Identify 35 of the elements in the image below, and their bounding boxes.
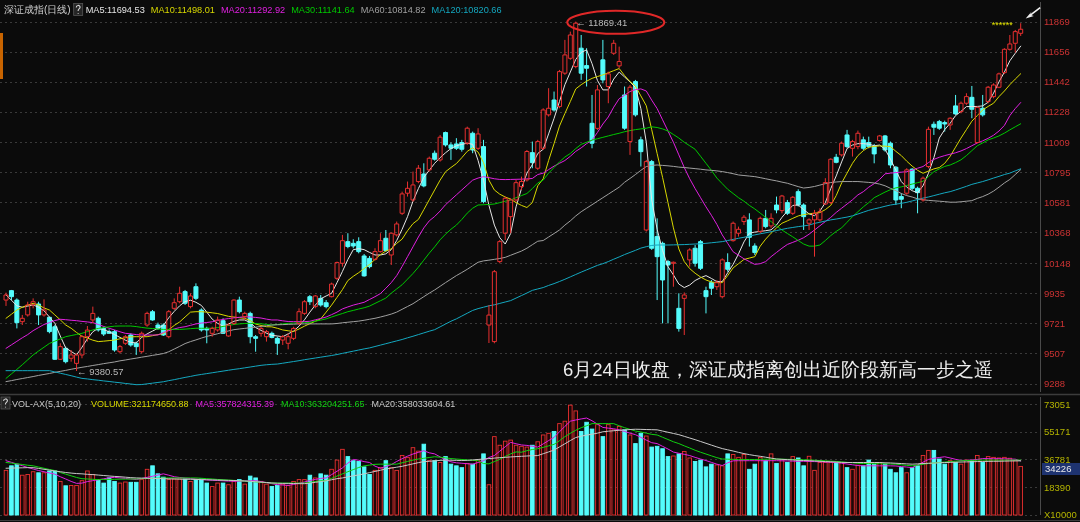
y-tick-label: 11442 bbox=[1044, 76, 1070, 87]
y-tick-label: 9935 bbox=[1044, 287, 1066, 299]
y-tick-label: 55171 bbox=[1044, 425, 1071, 437]
y-tick-label: 9721 bbox=[1044, 317, 1066, 329]
y-tick-label: 10368 bbox=[1044, 226, 1071, 238]
y-tick-label: 73051 bbox=[1044, 398, 1071, 410]
y-tick-label: 10581 bbox=[1044, 196, 1071, 208]
text: MA10:11498.01 bbox=[150, 5, 215, 15]
y-tick-label: 10795 bbox=[1044, 166, 1071, 178]
y-tick-label: 36781 bbox=[1044, 453, 1071, 465]
y-tick-label: 11009 bbox=[1044, 136, 1070, 148]
y-tick-label: 10148 bbox=[1044, 257, 1071, 269]
annotation: VOLUME:321174650.88 bbox=[91, 398, 189, 409]
y-tick-label: 9288 bbox=[1044, 378, 1066, 390]
text: MA30:11141.64 bbox=[291, 5, 355, 15]
text: MA120:10820.66 bbox=[431, 5, 502, 15]
text: MA60:10814.82 bbox=[360, 5, 426, 15]
chart-title: 深证成指(日线) bbox=[4, 4, 71, 15]
annotation: 6月24日收盘，深证成指离创出近阶段新高一步之遥 bbox=[563, 359, 993, 380]
annotation: ← 9380.57 bbox=[77, 366, 124, 378]
y-tick-label: 18390 bbox=[1044, 481, 1071, 493]
text: MA20:358033604.61 bbox=[371, 398, 456, 409]
y-tick-label: 11869 bbox=[1044, 16, 1070, 28]
text: 34226 bbox=[1045, 463, 1072, 475]
y-tick-label: 9507 bbox=[1044, 347, 1066, 359]
legend-label: MA5:11694.53 bbox=[85, 5, 145, 15]
y-tick-label: 11656 bbox=[1044, 45, 1070, 57]
text: MA10:363204251.65 bbox=[281, 398, 365, 409]
chart-title: VOL-AX(5,10,20) bbox=[12, 398, 82, 409]
text: MA20:11292.92 bbox=[220, 5, 286, 15]
text: MA5:357824315.39 bbox=[195, 398, 275, 409]
y-tick-label: X10000 bbox=[1044, 509, 1077, 521]
annotation: ← 11869.41 bbox=[576, 16, 628, 28]
y-tick-label: 11228 bbox=[1044, 106, 1070, 118]
annotation: ****** bbox=[991, 20, 1014, 30]
